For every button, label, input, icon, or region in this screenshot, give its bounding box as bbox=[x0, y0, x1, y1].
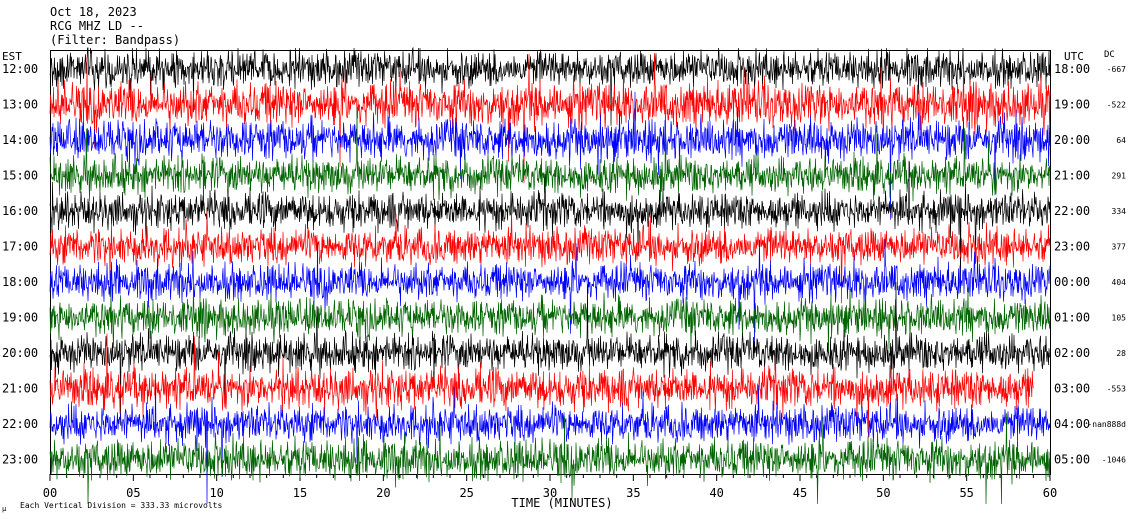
dc-offset-label: 404 bbox=[1112, 278, 1127, 287]
dc-offset-label: 291 bbox=[1112, 172, 1127, 181]
utc-hour-label: 01:00 bbox=[1054, 311, 1090, 325]
est-hour-label: 12:00 bbox=[2, 62, 38, 76]
x-tick-label: 45 bbox=[793, 486, 807, 500]
seismic-trace-1800 bbox=[49, 239, 1051, 348]
x-axis-ticks bbox=[49, 474, 1051, 481]
seismic-trace-1500 bbox=[49, 104, 1051, 211]
dc-offset-label: -522 bbox=[1107, 101, 1126, 110]
est-hour-label: 20:00 bbox=[2, 346, 38, 360]
dc-offset-label: 64 bbox=[1116, 136, 1126, 145]
dc-offset-label: -1046 bbox=[1102, 456, 1126, 465]
x-tick-label: 25 bbox=[459, 486, 473, 500]
utc-hour-label: 22:00 bbox=[1054, 204, 1090, 218]
seismic-trace-1900 bbox=[49, 273, 1051, 354]
utc-hour-label: 18:00 bbox=[1054, 62, 1090, 76]
seismic-trace-1600 bbox=[49, 160, 1051, 293]
utc-hour-label: 00:00 bbox=[1054, 275, 1090, 289]
x-tick-label: 60 bbox=[1043, 486, 1057, 500]
est-hour-label: 14:00 bbox=[2, 133, 38, 147]
seismic-trace-1200 bbox=[49, 46, 1051, 126]
x-axis-labels: 00 05 10 15 20 25 30 35 40 45 50 55 60 bbox=[43, 486, 1057, 500]
est-hour-label: 21:00 bbox=[2, 382, 38, 396]
seismic-trace-1700 bbox=[49, 207, 1051, 304]
row-labels: 12:00 18:00 -667 13:00 19:00 -522 14:00 20:00 64… bbox=[2, 62, 1126, 467]
seismic-trace-2000 bbox=[49, 281, 1051, 426]
seismic-traces bbox=[49, 46, 1051, 505]
dc-offset-label: 334 bbox=[1112, 207, 1127, 216]
utc-hour-label: 03:00 bbox=[1054, 382, 1090, 396]
x-axis-title: TIME (MINUTES) bbox=[511, 496, 612, 510]
dc-offset-label: 377 bbox=[1112, 243, 1127, 252]
header-station: RCG MHZ LD -- bbox=[50, 19, 144, 33]
left-axis-title: EST bbox=[2, 50, 22, 63]
utc-hour-label: 02:00 bbox=[1054, 346, 1090, 360]
right-axis-title: UTC bbox=[1064, 50, 1084, 63]
header-filter: (Filter: Bandpass) bbox=[50, 33, 180, 47]
x-tick-label: 50 bbox=[876, 486, 890, 500]
utc-hour-label: 23:00 bbox=[1054, 240, 1090, 254]
x-tick-label: 10 bbox=[209, 486, 223, 500]
seismic-trace-2200 bbox=[49, 373, 1051, 505]
plot-frame bbox=[50, 50, 1051, 475]
dc-offset-label: 105 bbox=[1112, 314, 1127, 323]
x-tick-label: 35 bbox=[626, 486, 640, 500]
utc-hour-label: 19:00 bbox=[1054, 98, 1090, 112]
seismic-trace-2300 bbox=[49, 413, 1051, 505]
est-hour-label: 17:00 bbox=[2, 240, 38, 254]
x-tick-label: 00 bbox=[43, 486, 57, 500]
est-hour-label: 13:00 bbox=[2, 98, 38, 112]
x-tick-label: 05 bbox=[126, 486, 140, 500]
est-hour-label: 19:00 bbox=[2, 311, 38, 325]
x-tick-label: 20 bbox=[376, 486, 390, 500]
dc-offset-label: -553 bbox=[1107, 385, 1126, 394]
dc-offset-label: -nan888d bbox=[1087, 420, 1126, 429]
dc-offset-label: -667 bbox=[1107, 65, 1126, 74]
x-tick-label: 55 bbox=[959, 486, 973, 500]
est-hour-label: 22:00 bbox=[2, 417, 38, 431]
utc-hour-label: 20:00 bbox=[1054, 133, 1090, 147]
corner-mark: μ bbox=[2, 505, 7, 513]
est-hour-label: 15:00 bbox=[2, 169, 38, 183]
x-tick-label: 40 bbox=[709, 486, 723, 500]
seismic-trace-1300 bbox=[49, 52, 1051, 184]
x-tick-label: 15 bbox=[293, 486, 307, 500]
dc-offset-label: 28 bbox=[1116, 349, 1126, 358]
utc-hour-label: 21:00 bbox=[1054, 169, 1090, 183]
utc-hour-label: 04:00 bbox=[1054, 417, 1090, 431]
utc-hour-label: 05:00 bbox=[1054, 453, 1090, 467]
seismic-trace-1400 bbox=[49, 91, 1051, 220]
dc-title: DC bbox=[1104, 50, 1115, 60]
seismic-trace-2100 bbox=[49, 333, 1034, 438]
est-hour-label: 18:00 bbox=[2, 275, 38, 289]
x-tick-label: 30 bbox=[543, 486, 557, 500]
footer-note: Each Vertical Division = 333.33 microvol… bbox=[20, 501, 222, 510]
header-date: Oct 18, 2023 bbox=[50, 5, 137, 19]
est-hour-label: 16:00 bbox=[2, 204, 38, 218]
est-hour-label: 23:00 bbox=[2, 453, 38, 467]
